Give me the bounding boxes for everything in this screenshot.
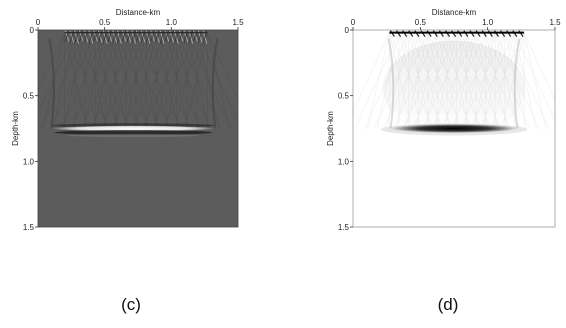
ray-fan xyxy=(38,32,238,129)
image-frame xyxy=(37,29,239,228)
y-tick-label: 0 xyxy=(345,26,350,35)
caption-c: (c) xyxy=(121,295,141,314)
x-tick-label: 0.5 xyxy=(415,18,427,27)
x-axis-label: Distance-km xyxy=(116,8,161,17)
reflector-sidelobe-bottom xyxy=(54,130,213,135)
figure-panel-c: 0 0.5 1.0 1.5 Distance-km 0 0.5 1.0 1.5 Depth-km … xyxy=(11,8,244,314)
x-tick-label: 1.5 xyxy=(232,18,244,27)
reflector-event xyxy=(390,124,518,133)
x-tick-label: 1.0 xyxy=(166,18,178,27)
y-tick-label: 0.5 xyxy=(338,92,350,101)
x-axis-label: Distance-km xyxy=(432,8,477,17)
y-tick-label: 1.0 xyxy=(338,157,350,166)
illumination-shade xyxy=(382,40,526,137)
y-axis-label: Depth-km xyxy=(326,111,335,146)
x-tick-label: 0.5 xyxy=(99,18,111,27)
wavefield xyxy=(38,30,238,138)
x-tick-label: 0 xyxy=(36,18,41,27)
y-tick-label: 1.5 xyxy=(338,223,350,232)
y-tick-label: 0 xyxy=(30,26,35,35)
caption-d: (d) xyxy=(437,295,459,314)
y-tick-label: 0.5 xyxy=(23,92,35,101)
seismic-image-c: 0 0.5 1.0 1.5 Distance-km 0 0.5 1.0 1.5 Depth-km xyxy=(11,8,244,232)
reflector-ringing xyxy=(67,133,199,138)
x-tick-label: 1.0 xyxy=(482,18,494,27)
wavefield xyxy=(353,30,555,137)
image-frame xyxy=(352,29,556,228)
source-wavelets xyxy=(389,30,525,37)
y-tick-label: 1.5 xyxy=(23,223,35,232)
y-tick-label: 1.0 xyxy=(23,157,35,166)
seismic-image-d: 0 0.5 1.0 1.5 Distance-km 0 0.5 1.0 1.5 Depth-km xyxy=(326,8,561,232)
source-wavelets xyxy=(64,30,208,44)
reflector-event xyxy=(51,125,216,132)
x-tick-label: 0 xyxy=(351,18,356,27)
figure-panel-d: 0 0.5 1.0 1.5 Distance-km 0 0.5 1.0 1.5 Depth-km … xyxy=(283,0,566,328)
y-axis-label: Depth-km xyxy=(11,111,20,146)
x-tick-label: 1.5 xyxy=(549,18,561,27)
